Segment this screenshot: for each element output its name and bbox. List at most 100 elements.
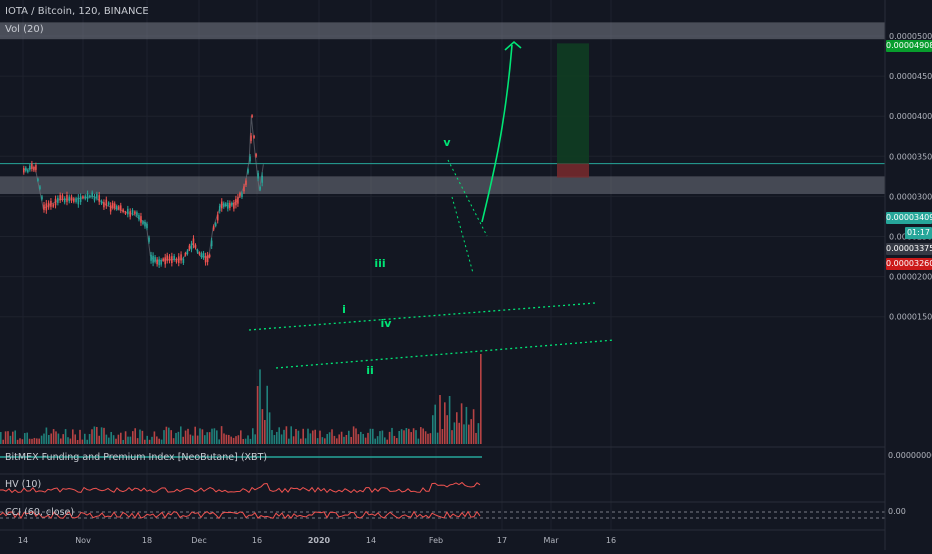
candle-body [118,206,120,209]
volume-bar [230,437,232,444]
volume-label: Vol (20) [5,24,44,35]
stop-price-badge: 0.00003260 [886,258,932,270]
volume-bar [125,431,127,444]
candle-body [55,199,57,205]
volume-bar [314,430,316,444]
volume-bar [139,430,141,444]
volume-bar [170,430,172,444]
volume-bar [82,440,84,444]
candle-body [140,216,142,223]
volume-bar [65,429,67,444]
volume-bar [401,429,403,444]
candle-body [191,244,193,250]
volume-bar [173,438,175,444]
volume-bar [317,438,319,444]
time-tick: 16 [252,536,262,545]
volume-bar [228,435,230,444]
candle-body [62,195,64,199]
candle-body [66,195,68,202]
volume-bar [269,412,271,444]
candle-body [251,115,253,117]
candle-body [176,259,178,262]
volume-bar [444,402,446,444]
time-tick: 2020 [308,536,331,545]
volume-bar [72,429,74,444]
volume-bar [367,433,369,444]
volume-bar [437,433,439,444]
candle-body [94,196,96,200]
volume-bar [197,436,199,444]
candle-body [223,203,225,207]
volume-bar [415,430,417,444]
volume-bar [370,429,372,444]
candle-body [35,165,37,170]
time-tick: 14 [18,536,28,545]
volume-bar [422,428,424,444]
volume-bar [408,429,410,444]
volume-bar [158,439,160,444]
volume-bar [53,429,55,444]
volume-bar [192,436,194,444]
candle-body [231,203,233,206]
volume-bar [216,430,218,444]
candle-body [120,205,122,210]
volume-bar [142,431,144,444]
candle-body [235,199,237,205]
volume-bar [295,429,297,444]
candle-body [110,205,112,211]
candle-body [138,215,140,219]
volume-bar [386,440,388,444]
candle-body [158,259,160,265]
volume-bar [221,426,223,444]
candle-body [136,212,138,216]
candle-body [166,255,168,260]
candle-body [259,187,261,190]
volume-bar [418,439,420,444]
candle-body [98,195,100,201]
volume-bar [118,435,120,444]
candle-body [199,252,201,254]
candle-body [219,206,221,211]
last-price-badge: 0.00003375 [886,243,932,255]
volume-bar [154,431,156,444]
candle-body [183,259,185,263]
volume-bar [266,386,268,444]
volume-bar [182,437,184,444]
candle-body [217,215,219,221]
hv-label: HV (10) [5,479,41,490]
volume-bar [389,432,391,444]
volume-bar [36,438,38,444]
volume-bar [278,427,280,444]
volume-bar [475,433,477,444]
volume-bar [89,434,91,444]
candle-body [39,186,41,189]
candle-body [68,197,70,201]
candle-body [221,202,223,209]
volume-bar [211,429,213,444]
cci-label: CCI (60, close) [5,507,74,518]
wave-label-v: v [443,136,451,149]
time-tick: Mar [543,536,559,545]
volume-bar [223,433,225,444]
candle-body [178,256,180,263]
volume-bar [58,434,60,444]
candle-body [105,200,107,206]
volume-bar [398,431,400,444]
volume-bar [12,432,14,444]
volume-bar [134,428,136,444]
volume-bar [336,438,338,444]
volume-bar [127,437,129,444]
candle-body [189,246,191,250]
volume-bar [286,426,288,444]
candle-body [41,196,43,199]
volume-bar [98,436,100,444]
wave-label-ii: ii [366,364,374,377]
volume-bar [391,428,393,444]
candle-body [195,245,197,248]
volume-bar [110,432,112,444]
volume-bar [310,433,312,444]
volume-bar [247,435,249,444]
